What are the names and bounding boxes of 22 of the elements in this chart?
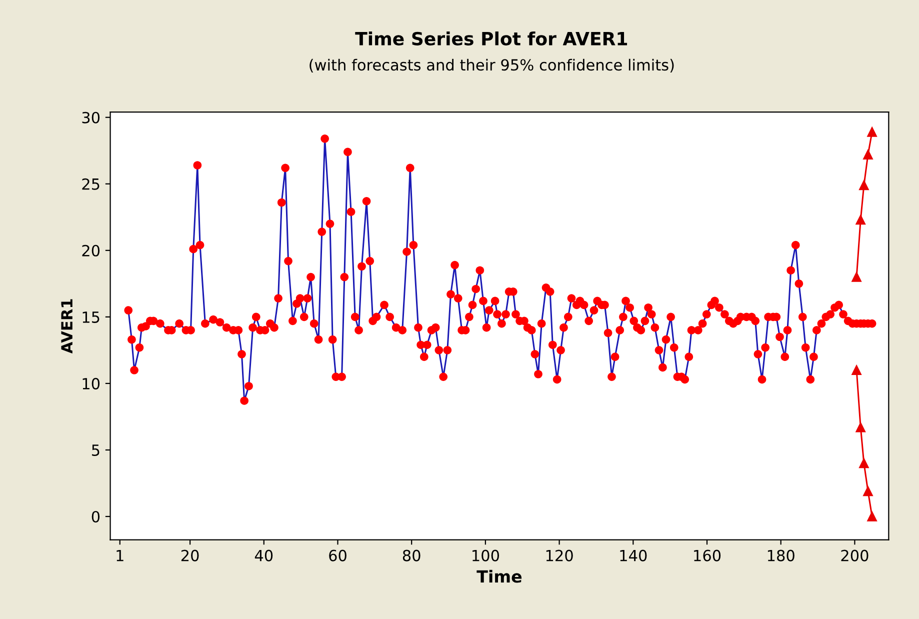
x-tick-label: 1 xyxy=(116,550,124,562)
y-tick-label: 5 xyxy=(92,444,100,456)
x-tick-label: 180 xyxy=(768,550,794,562)
x-tick-label: 140 xyxy=(620,550,647,562)
x-tick-label: 20 xyxy=(181,550,199,562)
y-tick-label: 20 xyxy=(82,244,100,256)
y-tick-label: 30 xyxy=(82,112,100,124)
x-tick-label: 160 xyxy=(694,550,721,562)
x-tick-label: 100 xyxy=(472,550,500,562)
x-tick-label: 40 xyxy=(254,550,273,562)
x-tick-label: 80 xyxy=(402,550,420,562)
y-tick-label: 0 xyxy=(92,510,100,523)
x-tick-label: 60 xyxy=(329,550,346,562)
y-tick-label: 25 xyxy=(82,178,100,190)
y-tick-label: 15 xyxy=(82,312,100,323)
y-tick-label: 10 xyxy=(82,378,100,390)
chart-title: Time Series Plot for AVER1 xyxy=(355,32,628,46)
x-tick-label: 120 xyxy=(546,550,573,562)
x-axis-title: Time xyxy=(476,570,522,583)
chart-subtitle: (with forecasts and their 95% confidence limits) xyxy=(310,58,674,72)
x-tick-label: 200 xyxy=(841,550,868,562)
y-axis-title: AVER1 xyxy=(61,299,72,354)
